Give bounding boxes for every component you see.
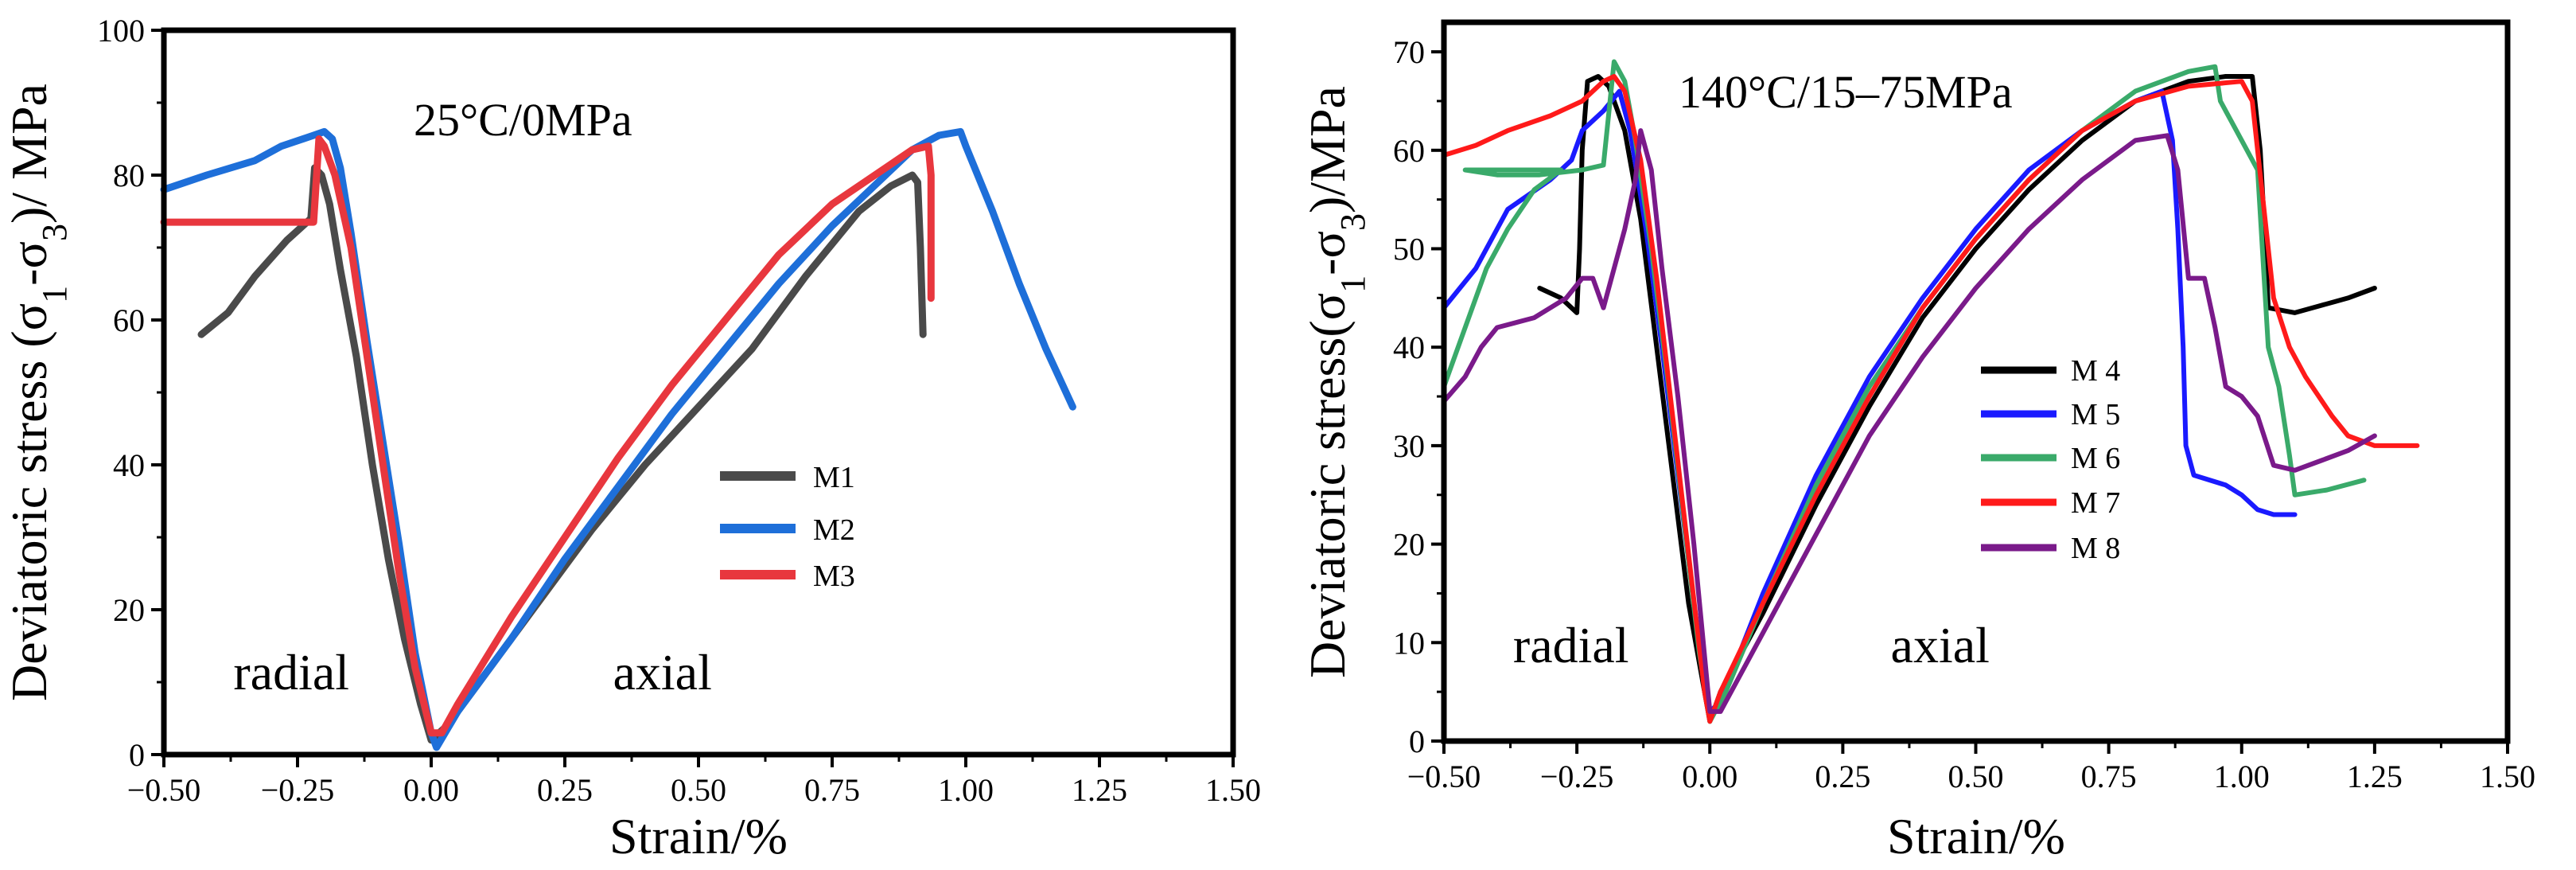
series-line-m3	[160, 135, 935, 737]
chart2-condition-label: 140°C/15–75MPa	[1679, 66, 2013, 118]
x-tick-label: 0.00	[403, 772, 459, 808]
y-tick-label: 20	[1393, 527, 1425, 563]
y-tick-label: 100	[97, 13, 145, 49]
legend-label-m5: M 5	[2071, 398, 2120, 431]
series-line-m-6	[1442, 59, 2367, 724]
x-tick-label: 1.00	[2214, 759, 2270, 794]
chart1-condition-label: 25°C/0MPa	[414, 94, 632, 146]
x-tick-label: −0.50	[1407, 759, 1481, 794]
chart2-ylabel-suffix: )/MPa	[1299, 86, 1356, 213]
y-tick-label: 60	[1393, 133, 1425, 169]
legend-label-m2: M2	[813, 513, 855, 547]
y-tick-label: 0	[129, 737, 145, 773]
annotation-axial: axial	[1891, 617, 1990, 673]
legend-label-m3: M3	[813, 560, 855, 593]
chart1-series-layer	[160, 127, 1076, 751]
chart1-ylabel-suffix: )/ MPa	[1, 84, 57, 224]
x-tick-label: 0.25	[537, 772, 593, 808]
y-tick-label: 10	[1393, 625, 1425, 661]
x-tick-label: 1.50	[2480, 759, 2535, 794]
legend-label-m7: M 7	[2071, 486, 2120, 520]
x-tick-label: 0.75	[2081, 759, 2137, 794]
series-line-m-7	[1442, 74, 2420, 724]
legend-label-m6: M 6	[2071, 442, 2120, 475]
x-tick-label: 1.25	[1072, 772, 1127, 808]
y-tick-label: 80	[113, 158, 145, 193]
series-line-m2	[160, 127, 1076, 751]
x-tick-label: 0.00	[1682, 759, 1737, 794]
x-tick-label: 1.00	[938, 772, 994, 808]
x-tick-label: 0.50	[1948, 759, 2004, 794]
chart2-y-axis-title: Deviatoric stress(σ1-σ3)/MPa	[1299, 86, 1372, 678]
chart-25c-0mpa: −0.50 −0.25 0.00 0.25 0.50 0.75 1.00 1.25 1.50 0 2…	[1, 13, 1261, 864]
chart2-annotations: radial axial	[1513, 617, 1990, 673]
chart2-ylabel-sub2: 3	[1333, 213, 1372, 231]
series-line-m-4	[1537, 74, 2377, 724]
series-line-m-5	[1442, 88, 2298, 714]
y-tick-label: 40	[113, 447, 145, 483]
x-tick-label: 0.25	[1815, 759, 1870, 794]
x-tick-label: 1.25	[2347, 759, 2403, 794]
chart1-ylabel-sub1: 1	[35, 286, 74, 303]
y-tick-label: 60	[113, 302, 145, 338]
chart-140c-15-75mpa: −0.50 −0.25 0.00 0.25 0.50 0.75 1.00 1.25 1.50 0 1…	[1299, 19, 2535, 864]
chart1-x-axis-title: Strain/%	[609, 808, 788, 864]
y-tick-label: 20	[113, 592, 145, 628]
x-tick-label: −0.25	[261, 772, 335, 808]
y-tick-label: 30	[1393, 428, 1425, 464]
x-tick-label: 1.50	[1205, 772, 1261, 808]
y-tick-label: 0	[1409, 724, 1425, 759]
series-line-m-8	[1442, 128, 2377, 714]
y-tick-label: 40	[1393, 330, 1425, 365]
chart1-ylabel-prefix: Deviatoric stress (σ	[1, 303, 57, 701]
legend-label-m8: M 8	[2071, 532, 2120, 565]
chart2-ylabel-sub1: 1	[1333, 275, 1372, 293]
legend-label-m4: M 4	[2071, 354, 2120, 388]
chart1-ticks: −0.50 −0.25 0.00 0.25 0.50 0.75 1.00 1.25 1.50 0 2…	[97, 13, 1261, 808]
annotation-radial: radial	[233, 644, 349, 700]
x-tick-label: 0.50	[671, 772, 726, 808]
chart2-x-axis-title: Strain/%	[1887, 808, 2065, 864]
chart2-ylabel-prefix: Deviatoric stress(σ	[1299, 293, 1356, 678]
x-tick-label: 0.75	[804, 772, 860, 808]
chart2-legend: M 4 M 5 M 6 M 7 M 8	[1981, 354, 2120, 565]
chart1-legend: M1 M2 M3	[720, 461, 855, 593]
chart1-y-axis-title: Deviatoric stress (σ1-σ3)/ MPa	[1, 84, 74, 701]
annotation-axial: axial	[613, 644, 711, 700]
chart1-ylabel-sub2: 3	[35, 224, 74, 241]
legend-label-m1: M1	[813, 461, 855, 494]
chart1-annotations: radial axial	[233, 644, 711, 700]
x-tick-label: −0.50	[127, 772, 201, 808]
y-tick-label: 50	[1393, 232, 1425, 267]
x-tick-label: −0.25	[1540, 759, 1614, 794]
chart2-series-layer	[1442, 59, 2420, 724]
annotation-radial: radial	[1513, 617, 1629, 673]
chart1-ylabel-mid: -σ	[1, 241, 57, 286]
chart2-ylabel-mid: -σ	[1299, 231, 1356, 275]
y-tick-label: 70	[1393, 34, 1425, 70]
chart2-ticks: −0.50 −0.25 0.00 0.25 0.50 0.75 1.00 1.25 1.50 0 1…	[1393, 34, 2535, 794]
